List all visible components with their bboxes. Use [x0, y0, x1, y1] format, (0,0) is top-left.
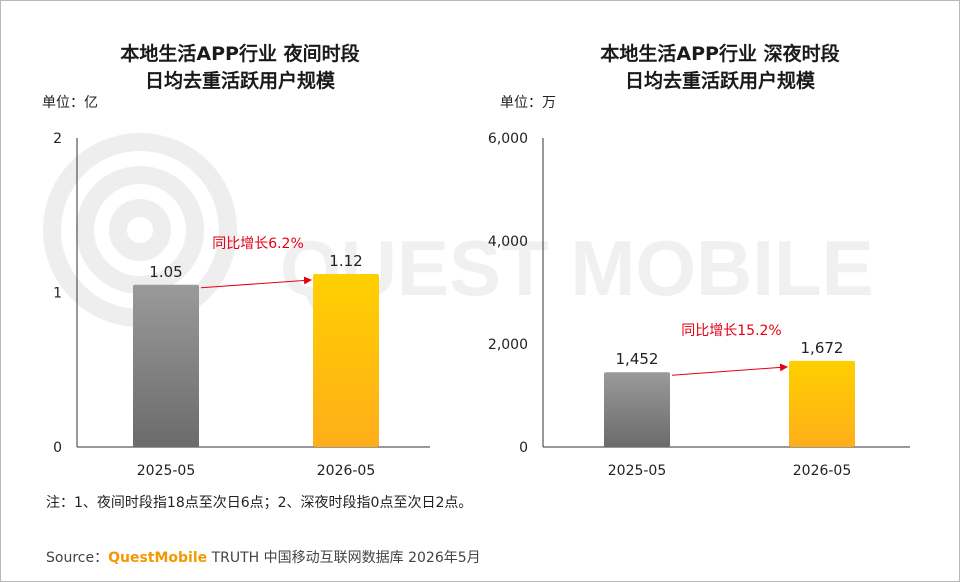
y-tick-label: 2,000 — [488, 337, 528, 353]
footnote: 注：1、夜间时段指18点至次日6点；2、深夜时段指0点至次日2点。 — [46, 495, 473, 511]
growth-label: 同比增长15.2% — [681, 323, 781, 339]
chart-title-line1: 本地生活APP行业 深夜时段 — [600, 43, 840, 65]
source-brand: QuestMobile — [108, 550, 208, 566]
source-label: Source： — [46, 550, 109, 566]
bar-value-label: 1,672 — [801, 339, 844, 357]
bar-value-label: 1,452 — [616, 350, 659, 368]
bar-chart-late-night: 0 2,000 4,000 6,000 1,452 2025-05 1,672 2026-05… — [488, 131, 910, 479]
x-category-label: 2026-05 — [793, 463, 852, 479]
bar-2025-05 — [133, 284, 199, 447]
y-tick-label: 2 — [53, 131, 62, 147]
chart-panel-late-night: 本地生活APP行业 深夜时段 日均去重活跃用户规模 单位：万 0 2,000 4,0… — [480, 0, 960, 480]
unit-label: 单位：万 — [500, 95, 556, 111]
source-line: Source：QuestMobile TRUTH 中国移动互联网数据库 2026… — [46, 547, 481, 567]
growth-arrow — [671, 363, 788, 376]
x-category-label: 2025-05 — [137, 463, 196, 479]
chart-title-line2: 日均去重活跃用户规模 — [624, 70, 815, 92]
x-category-label: 2026-05 — [317, 463, 376, 479]
x-category-label: 2025-05 — [608, 463, 667, 479]
bar-value-label: 1.05 — [149, 263, 182, 281]
y-tick-label: 0 — [519, 440, 528, 456]
chart-title-line2: 日均去重活跃用户规模 — [144, 70, 335, 92]
source-text: TRUTH 中国移动互联网数据库 2026年5月 — [207, 550, 481, 566]
bar-2026-05 — [789, 360, 855, 447]
bar-chart-night: 0 1 2 1.05 2025-05 1.12 2026-05 同比增长6.2% — [53, 131, 430, 479]
y-tick-label: 4,000 — [488, 234, 528, 250]
growth-label: 同比增长6.2% — [212, 236, 304, 252]
y-tick-label: 1 — [53, 286, 62, 302]
bar-value-label: 1.12 — [329, 252, 362, 270]
bar-2026-05 — [313, 273, 379, 447]
bar-2025-05 — [604, 372, 670, 447]
unit-label: 单位：亿 — [42, 95, 98, 111]
chart-title-line1: 本地生活APP行业 夜间时段 — [120, 43, 360, 65]
y-tick-label: 0 — [53, 440, 62, 456]
growth-arrow — [200, 276, 312, 289]
chart-panel-night: 本地生活APP行业 夜间时段 日均去重活跃用户规模 单位：亿 0 1 2 1.05 20… — [0, 0, 480, 480]
y-tick-label: 6,000 — [488, 131, 528, 147]
